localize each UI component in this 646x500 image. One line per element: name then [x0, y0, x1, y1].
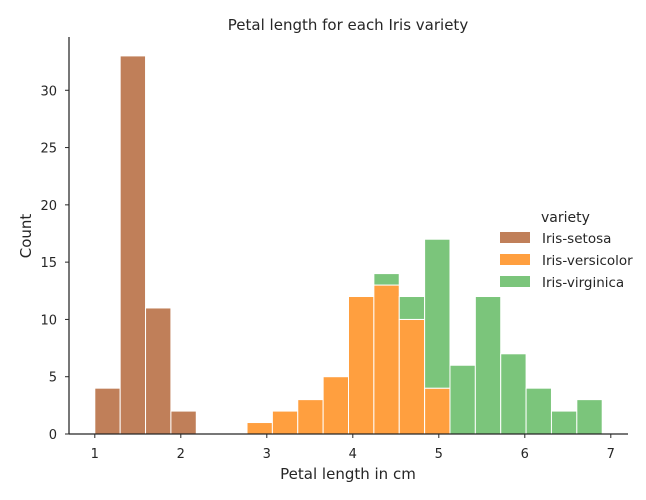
x-tick-label: 3 — [263, 447, 271, 462]
bar-iris-versicolor-13 — [424, 387, 451, 435]
legend-title: variety — [541, 210, 590, 226]
y-tick-label: 0 — [49, 428, 57, 443]
x-ticks: 1 2 3 4 5 6 7 — [91, 434, 615, 462]
y-tick-label: 20 — [40, 199, 57, 214]
bar-iris-virginica-14 — [449, 364, 476, 435]
bar-iris-virginica-17 — [525, 387, 552, 435]
bars-layer — [94, 55, 603, 435]
legend-label-iris-setosa: Iris-setosa — [542, 231, 611, 247]
bar-iris-setosa-0 — [94, 387, 121, 435]
x-tick-label: 6 — [521, 447, 529, 462]
y-axis-label: Count — [17, 214, 35, 259]
bar-iris-versicolor-10 — [348, 296, 375, 435]
y-tick-label: 15 — [40, 256, 57, 271]
bar-iris-virginica-13 — [424, 238, 451, 389]
x-tick-label: 7 — [607, 447, 615, 462]
bar-iris-versicolor-6 — [246, 422, 273, 435]
chart-title: Petal length for each Iris variety — [228, 16, 469, 34]
y-tick-label: 5 — [49, 371, 57, 386]
axes — [68, 37, 628, 435]
bar-iris-virginica-15 — [474, 296, 502, 435]
bar-iris-versicolor-12 — [398, 318, 426, 435]
x-tick-label: 1 — [91, 447, 99, 462]
legend-swatch-iris-virginica — [500, 276, 530, 287]
bar-iris-virginica-18 — [550, 410, 578, 435]
bar-iris-virginica-16 — [500, 353, 527, 435]
y-ticks: 0 5 10 15 20 25 30 — [40, 84, 69, 443]
legend: variety Iris-setosa Iris-versicolor Iris-v… — [500, 210, 633, 291]
y-tick-label: 30 — [40, 84, 57, 99]
legend-label-iris-virginica: Iris-virginica — [542, 275, 624, 291]
x-tick-label: 5 — [435, 447, 443, 462]
x-tick-label: 4 — [349, 447, 357, 462]
bar-iris-versicolor-7 — [271, 410, 299, 435]
bar-iris-virginica-12 — [398, 296, 426, 320]
x-axis-label: Petal length in cm — [280, 465, 416, 483]
y-tick-label: 25 — [40, 142, 57, 157]
bar-iris-versicolor-8 — [297, 399, 324, 435]
legend-swatch-iris-setosa — [500, 232, 530, 243]
bar-iris-versicolor-9 — [322, 376, 350, 435]
bar-iris-setosa-3 — [170, 410, 197, 435]
legend-swatch-iris-versicolor — [500, 254, 530, 265]
bar-iris-virginica-11 — [373, 273, 400, 286]
bar-iris-virginica-19 — [576, 399, 603, 435]
legend-label-iris-versicolor: Iris-versicolor — [542, 253, 633, 269]
x-tick-label: 2 — [177, 447, 185, 462]
bar-iris-setosa-2 — [145, 307, 172, 435]
bar-iris-versicolor-11 — [373, 284, 400, 435]
y-tick-label: 10 — [40, 313, 57, 328]
bar-iris-setosa-1 — [119, 55, 147, 435]
